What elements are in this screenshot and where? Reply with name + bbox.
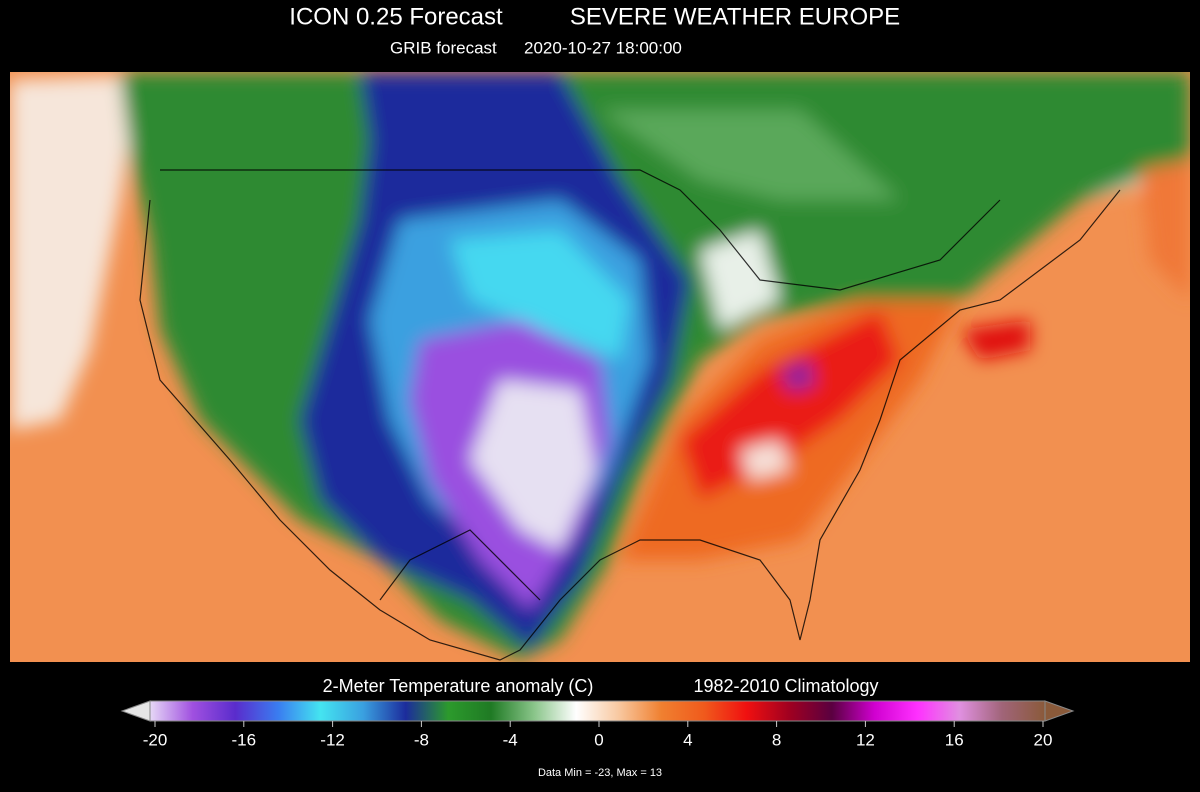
- map: [10, 72, 1190, 662]
- colorbar-high-arrow: [1044, 700, 1075, 722]
- source: GRIB forecast: [390, 38, 497, 57]
- colorbar: 2-Meter Temperature anomaly (C) 1982-201…: [120, 676, 1075, 749]
- brand: SEVERE WEATHER EUROPE: [570, 3, 900, 30]
- colorbar-low-arrow: [120, 700, 151, 722]
- colorbar-tick-label: -20: [143, 730, 168, 749]
- data-stats: Data Min = -23, Max = 13: [538, 767, 662, 779]
- colorbar-tick-label: -4: [503, 730, 518, 749]
- climatology: 1982-2010 Climatology: [693, 676, 878, 696]
- colorbar-tick-label: 0: [594, 730, 603, 749]
- colorbar-tick-label: -12: [320, 730, 345, 749]
- colorbar-tick-label: 16: [945, 730, 964, 749]
- colorbar-tick-label: 12: [856, 730, 875, 749]
- colorbar-label: 2-Meter Temperature anomaly (C): [323, 676, 594, 696]
- colorbar-tick-label: -16: [232, 730, 257, 749]
- time: 2020-10-27 18:00:00: [524, 38, 682, 57]
- colorbar-gradient: [149, 700, 1046, 722]
- colorbar-tick-label: 20: [1034, 730, 1053, 749]
- colorbar-tick-label: 8: [772, 730, 781, 749]
- colorbar-tick-label: 4: [683, 730, 692, 749]
- title: ICON 0.25 Forecast: [289, 3, 503, 30]
- colorbar-tick-label: -8: [414, 730, 429, 749]
